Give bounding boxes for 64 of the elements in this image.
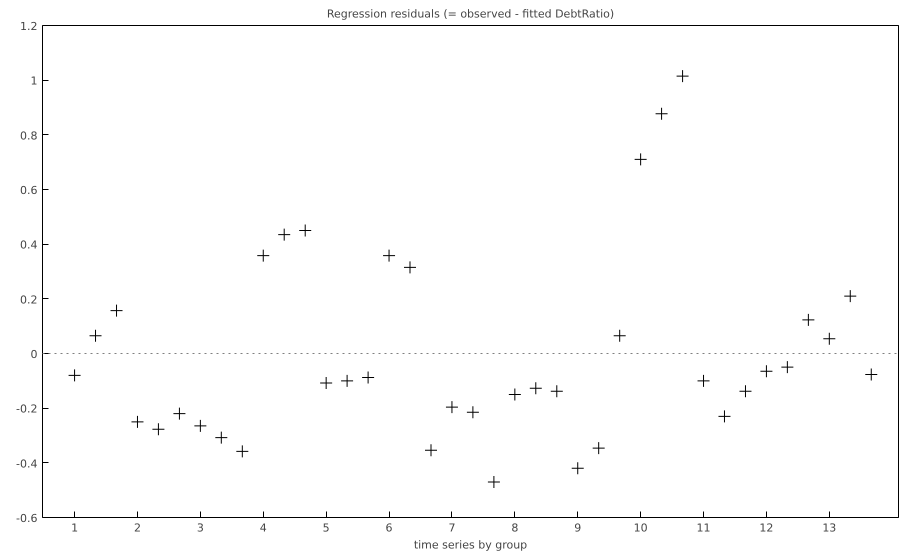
- point: [760, 364, 773, 378]
- point: [194, 419, 207, 432]
- point: [676, 70, 690, 83]
- point: [822, 332, 836, 346]
- point: [320, 376, 333, 390]
- y-tick-label: 0.8: [20, 129, 38, 142]
- y-tick-label: -0.6: [16, 512, 38, 525]
- point: [738, 384, 752, 398]
- point: [718, 410, 731, 423]
- x-tick-label: 8: [511, 522, 518, 534]
- point: [550, 384, 564, 398]
- y-tick-label: 0.4: [20, 238, 38, 252]
- point: [844, 290, 857, 303]
- point: [152, 422, 165, 436]
- x-tick-label: 2: [134, 522, 141, 534]
- y-tick-label: 1.2: [20, 20, 38, 33]
- x-tick-label: 12: [759, 522, 774, 534]
- x-tick-label: 9: [574, 522, 582, 534]
- point: [571, 462, 584, 475]
- point: [110, 304, 124, 318]
- point: [487, 475, 500, 488]
- point: [466, 406, 480, 419]
- x-tick-label: 10: [634, 522, 648, 534]
- point: [508, 388, 522, 401]
- point: [362, 371, 375, 384]
- point: [236, 444, 249, 458]
- y-tick-label: 0.2: [20, 293, 38, 306]
- point: [298, 224, 312, 237]
- point: [278, 228, 291, 242]
- point: [89, 329, 102, 342]
- x-tick-label: 4: [260, 522, 267, 534]
- x-tick-label: 5: [322, 522, 330, 534]
- x-tick-label: 11: [696, 522, 711, 534]
- point: [655, 107, 668, 120]
- point: [529, 382, 542, 395]
- point: [424, 444, 438, 457]
- point: [697, 374, 710, 388]
- point: [864, 368, 878, 382]
- chart-title: Regression residuals (= observed - fitted DebtRatio): [326, 8, 614, 20]
- y-tick-label: 0: [30, 348, 38, 361]
- x-tick-label: 1: [71, 522, 78, 534]
- point: [403, 260, 416, 274]
- point: [130, 415, 144, 428]
- point: [214, 431, 228, 444]
- y-tick-label: 0.6: [20, 184, 38, 197]
- point: [613, 329, 626, 342]
- point: [68, 368, 82, 382]
- point: [592, 442, 606, 455]
- point: [340, 374, 354, 388]
- point: [172, 407, 186, 420]
- x-tick-label: 3: [196, 522, 204, 534]
- point: [780, 360, 794, 374]
- y-tick-label: -0.4: [16, 457, 38, 470]
- point: [634, 152, 648, 166]
- point: [256, 249, 270, 262]
- x-axis-title: time series by group: [414, 538, 528, 552]
- x-tick-label: 13: [822, 522, 836, 534]
- y-tick-label: -0.2: [16, 402, 38, 416]
- point: [382, 249, 396, 262]
- x-tick-label: 7: [448, 522, 456, 534]
- x-tick-label: 6: [386, 522, 393, 534]
- point: [802, 313, 815, 326]
- point: [445, 400, 458, 414]
- y-tick-label: 1: [30, 74, 38, 88]
